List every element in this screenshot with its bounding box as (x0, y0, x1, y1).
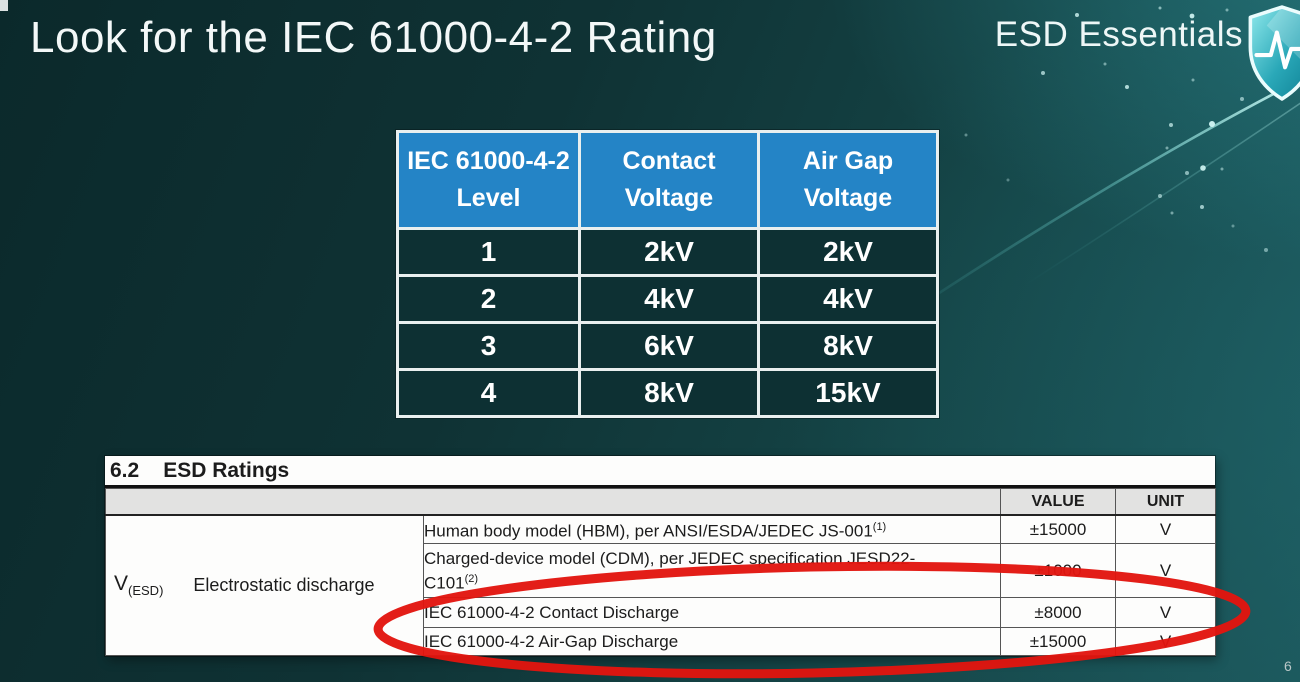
empty-header-cell (105, 488, 1001, 516)
value-cell: ±15000 (1000, 514, 1116, 544)
contact-voltage-cell: 2kV (578, 227, 760, 277)
symbol: V(ESD) (114, 572, 164, 599)
level-cell: 1 (396, 227, 581, 277)
air-gap-voltage-cell: 4kV (757, 274, 939, 324)
header-line: Voltage (803, 184, 893, 212)
brand-name: ESD Essentials (994, 15, 1243, 54)
iec-table-header-row: IEC 61000-4-2 Level Contact Voltage Air … (396, 130, 939, 230)
air-gap-voltage-cell: 2kV (757, 227, 939, 277)
unit-header: UNIT (1115, 488, 1216, 516)
header-line: Level (456, 184, 521, 212)
table-row: 1 2kV 2kV (396, 227, 939, 277)
esd-ratings-table: VALUE UNIT V(ESD) Electrostatic discharg… (105, 488, 1216, 656)
contact-voltage-cell: 4kV (578, 274, 760, 324)
shield-pulse-icon (1248, 5, 1300, 101)
air-gap-voltage-cell: 15kV (757, 368, 939, 418)
header-line: IEC 61000-4-2 (407, 147, 570, 175)
ratings-header-row: VALUE UNIT (105, 488, 1216, 516)
slide-title: Look for the IEC 61000-4-2 Rating (30, 13, 717, 62)
unit-cell: V (1115, 514, 1216, 544)
header-line: Voltage (624, 184, 714, 212)
table-row: 3 6kV 8kV (396, 321, 939, 371)
unit-cell: V (1115, 597, 1216, 628)
test-description: IEC 61000-4-2 Contact Discharge (423, 597, 1001, 628)
table-row: 4 8kV 15kV (396, 368, 939, 418)
level-cell: 4 (396, 368, 581, 418)
table-row: V(ESD) Electrostatic discharge Human bod… (105, 514, 1216, 656)
page-number: 6 (1284, 658, 1292, 674)
contact-voltage-cell: 6kV (578, 321, 760, 371)
table-row: 2 4kV 4kV (396, 274, 939, 324)
iec-level-table: IEC 61000-4-2 Level Contact Voltage Air … (396, 130, 939, 418)
header-line: Air Gap (802, 147, 894, 175)
light-streaks (879, 78, 1300, 334)
value-cell: ±15000 (1000, 627, 1116, 656)
test-description: Human body model (HBM), per ANSI/ESDA/JE… (423, 514, 1001, 544)
section-number: 6.2 (110, 459, 140, 482)
contact-voltage-cell: 8kV (578, 368, 760, 418)
value-header: VALUE (1000, 488, 1116, 516)
parameter-name: Electrostatic discharge (193, 575, 375, 595)
value-cell: ±1000 (1000, 543, 1116, 598)
level-cell: 3 (396, 321, 581, 371)
section-title: ESD Ratings (163, 459, 290, 482)
iec-header-airgap: Air Gap Voltage (757, 130, 939, 230)
test-description: IEC 61000-4-2 Air-Gap Discharge (423, 627, 1001, 656)
iec-header-contact: Contact Voltage (578, 130, 760, 230)
section-heading: 6.2 ESD Ratings (105, 456, 1215, 488)
level-cell: 2 (396, 274, 581, 324)
datasheet-excerpt: 6.2 ESD Ratings VALUE UNIT V(ESD) Electr… (105, 456, 1216, 656)
iec-header-level: IEC 61000-4-2 Level (396, 130, 581, 230)
parameter-cell: V(ESD) Electrostatic discharge (105, 514, 424, 656)
star-field (964, 6, 1268, 252)
value-cell: ±8000 (1000, 597, 1116, 628)
unit-cell: V (1115, 543, 1216, 598)
air-gap-voltage-cell: 8kV (757, 321, 939, 371)
unit-cell: V (1115, 627, 1216, 656)
header-line: Contact (622, 147, 716, 175)
corner-artifact (0, 0, 8, 11)
test-description: Charged-device model (CDM), per JEDEC sp… (423, 543, 1001, 598)
